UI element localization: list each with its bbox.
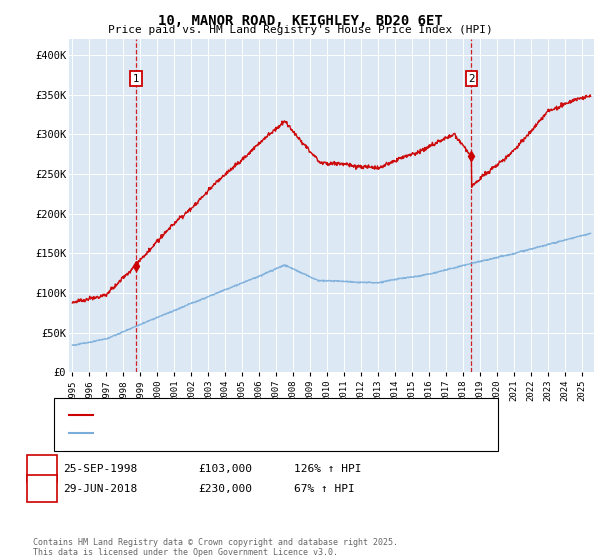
Text: HPI: Average price, semi-detached house, Bradford: HPI: Average price, semi-detached house,… (98, 429, 380, 438)
Text: 10, MANOR ROAD, KEIGHLEY, BD20 6ET: 10, MANOR ROAD, KEIGHLEY, BD20 6ET (158, 14, 442, 28)
Text: 67% ↑ HPI: 67% ↑ HPI (294, 484, 355, 494)
Text: 2: 2 (38, 484, 46, 494)
Text: 1: 1 (38, 464, 46, 474)
Text: 25-SEP-1998: 25-SEP-1998 (63, 464, 137, 474)
Text: Price paid vs. HM Land Registry's House Price Index (HPI): Price paid vs. HM Land Registry's House … (107, 25, 493, 35)
Text: £230,000: £230,000 (198, 484, 252, 494)
Text: Contains HM Land Registry data © Crown copyright and database right 2025.
This d: Contains HM Land Registry data © Crown c… (33, 538, 398, 557)
Text: 10, MANOR ROAD, KEIGHLEY, BD20 6ET (semi-detached house): 10, MANOR ROAD, KEIGHLEY, BD20 6ET (semi… (98, 410, 420, 419)
Text: 2: 2 (468, 74, 475, 84)
Text: 29-JUN-2018: 29-JUN-2018 (63, 484, 137, 494)
Text: 126% ↑ HPI: 126% ↑ HPI (294, 464, 361, 474)
Text: £103,000: £103,000 (198, 464, 252, 474)
Text: 1: 1 (133, 74, 139, 84)
